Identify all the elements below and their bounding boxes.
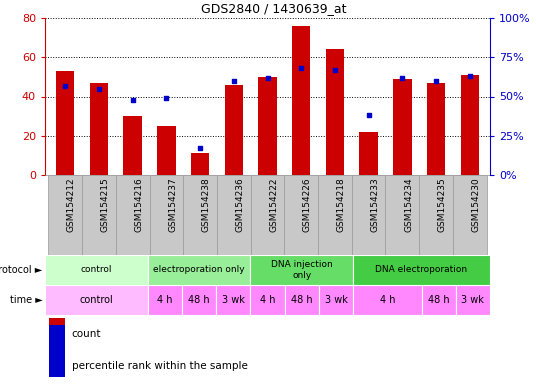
Bar xyxy=(419,175,453,255)
Text: 3 wk: 3 wk xyxy=(222,295,245,305)
Bar xyxy=(217,175,251,255)
Bar xyxy=(250,255,353,285)
Bar xyxy=(82,175,116,255)
Bar xyxy=(183,175,217,255)
Bar xyxy=(326,50,344,175)
Bar xyxy=(460,75,479,175)
Bar xyxy=(157,126,176,175)
Text: 48 h: 48 h xyxy=(428,295,450,305)
Bar xyxy=(427,83,445,175)
Bar xyxy=(123,116,142,175)
Bar xyxy=(456,285,490,315)
Point xyxy=(162,95,170,101)
Point xyxy=(364,112,373,118)
Point xyxy=(297,65,306,71)
Bar xyxy=(116,175,150,255)
Text: GSM154216: GSM154216 xyxy=(135,177,143,232)
Text: 4 h: 4 h xyxy=(379,295,395,305)
Text: GSM154236: GSM154236 xyxy=(235,177,244,232)
Bar xyxy=(225,85,243,175)
Bar xyxy=(191,154,210,175)
Bar xyxy=(45,285,148,315)
Text: 3 wk: 3 wk xyxy=(324,295,347,305)
Bar xyxy=(250,285,285,315)
Text: control: control xyxy=(80,265,112,275)
Point xyxy=(331,67,339,73)
Text: percentile rank within the sample: percentile rank within the sample xyxy=(72,361,248,371)
Bar xyxy=(453,175,487,255)
Text: GSM154212: GSM154212 xyxy=(67,177,76,232)
Text: DNA electroporation: DNA electroporation xyxy=(376,265,467,275)
Bar xyxy=(258,77,277,175)
Bar xyxy=(285,175,318,255)
Bar xyxy=(353,285,421,315)
Point xyxy=(61,83,70,89)
Text: protocol ►: protocol ► xyxy=(0,265,42,275)
Text: GSM154233: GSM154233 xyxy=(370,177,379,232)
Bar xyxy=(49,293,65,346)
Text: GSM154234: GSM154234 xyxy=(404,177,413,232)
Text: GSM154222: GSM154222 xyxy=(269,177,278,232)
Bar xyxy=(385,175,419,255)
Bar xyxy=(48,175,82,255)
Point xyxy=(128,96,137,103)
Bar xyxy=(182,285,216,315)
Bar xyxy=(49,324,65,377)
Point xyxy=(432,78,441,84)
Text: 4 h: 4 h xyxy=(157,295,173,305)
Text: count: count xyxy=(72,329,101,339)
Bar xyxy=(421,285,456,315)
Bar xyxy=(319,285,353,315)
Bar xyxy=(90,83,108,175)
Text: GSM154218: GSM154218 xyxy=(337,177,346,232)
Point xyxy=(95,86,103,92)
Text: DNA injection
only: DNA injection only xyxy=(271,260,333,280)
Text: GSM154235: GSM154235 xyxy=(438,177,446,232)
Text: 4 h: 4 h xyxy=(260,295,276,305)
Text: control: control xyxy=(79,295,113,305)
Text: GSM154238: GSM154238 xyxy=(202,177,211,232)
Bar xyxy=(359,132,378,175)
Bar xyxy=(318,175,352,255)
Text: 48 h: 48 h xyxy=(188,295,210,305)
Bar xyxy=(45,255,148,285)
Text: 48 h: 48 h xyxy=(291,295,312,305)
Text: 3 wk: 3 wk xyxy=(461,295,485,305)
Text: GSM154237: GSM154237 xyxy=(168,177,177,232)
Bar xyxy=(148,255,250,285)
Bar xyxy=(393,79,412,175)
Point xyxy=(398,74,407,81)
Bar xyxy=(56,71,75,175)
Bar xyxy=(251,175,285,255)
Bar xyxy=(292,26,310,175)
Bar xyxy=(148,285,182,315)
Bar xyxy=(285,285,319,315)
Text: GDS2840 / 1430639_at: GDS2840 / 1430639_at xyxy=(201,2,346,15)
Text: electroporation only: electroporation only xyxy=(153,265,245,275)
Text: GSM154230: GSM154230 xyxy=(472,177,480,232)
Point xyxy=(465,73,474,79)
Bar xyxy=(216,285,250,315)
Text: time ►: time ► xyxy=(10,295,42,305)
Point xyxy=(229,78,238,84)
Bar xyxy=(150,175,183,255)
Text: GSM154226: GSM154226 xyxy=(303,177,312,232)
Point xyxy=(196,145,204,151)
Bar xyxy=(352,175,385,255)
Point xyxy=(263,74,272,81)
Text: GSM154215: GSM154215 xyxy=(101,177,110,232)
Bar xyxy=(353,255,490,285)
